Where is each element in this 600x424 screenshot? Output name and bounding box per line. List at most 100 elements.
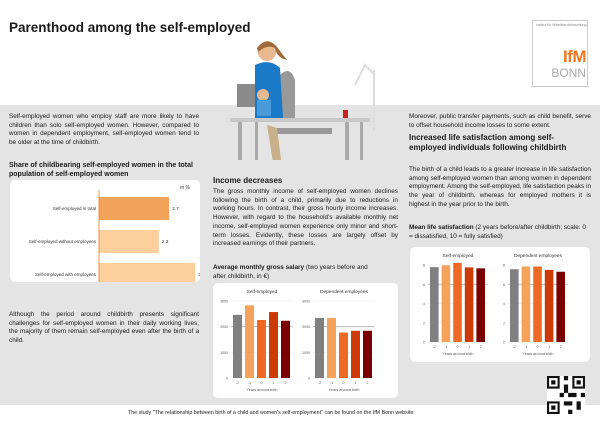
bar	[521, 266, 531, 342]
satisfaction-chart-heading: Mean life satisfaction (2 years before/a…	[409, 224, 591, 241]
y-tick-label: 6	[423, 283, 425, 287]
x-tick-label: -1	[524, 345, 527, 349]
y-tick-label: 6	[503, 283, 505, 287]
x-tick-label: 2	[560, 345, 562, 349]
panel-title: Self-employed	[247, 289, 278, 295]
x-tick-label: -2	[513, 345, 516, 349]
left-intro-text: Self-employed women who employ staff are…	[9, 113, 199, 147]
x-tick-label: 1	[273, 381, 275, 385]
y-tick-label: 2000	[302, 325, 310, 329]
bar	[363, 330, 372, 378]
salary-chart-heading: Average monthly gross salary (two years …	[213, 264, 373, 281]
y-tick-label: 4	[503, 302, 505, 306]
y-tick-label: 2	[503, 321, 505, 325]
y-tick-label: 3000	[302, 300, 310, 304]
bar	[351, 330, 360, 378]
unit-label: in %	[180, 185, 190, 191]
logo-city: BONN	[551, 66, 586, 80]
x-tick-label: -1	[330, 381, 333, 385]
y-tick-label: 1000	[302, 351, 310, 355]
bar	[245, 305, 254, 378]
value-label: 2.3	[162, 239, 169, 245]
x-tick-label: -1	[248, 381, 251, 385]
category-label: Self-employed without employees	[29, 239, 97, 244]
bar	[269, 312, 278, 378]
x-tick-label: 1	[468, 345, 470, 349]
satisfaction-heading-rest: (2 years before/after childbirth; scale:…	[409, 224, 586, 240]
left-chart-heading: Share of childbearing self-employed wome…	[9, 162, 193, 178]
bar	[99, 230, 159, 253]
income-text: The gross monthly income of self-employe…	[213, 188, 398, 248]
bar	[464, 267, 474, 342]
y-tick-label: 0	[503, 341, 505, 345]
x-tick-label: 1	[548, 345, 550, 349]
page-title: Parenthood among the self-employed	[9, 20, 251, 35]
footer-text: The study "The relationship between birt…	[128, 410, 415, 416]
value-label: 3.7	[198, 272, 200, 278]
bar	[339, 332, 348, 378]
left-outro-text: Although the period around childbirth pr…	[9, 311, 199, 345]
x-tick-label: 2	[285, 381, 287, 385]
x-tick-label: 1	[355, 381, 357, 385]
x-tick-label: -2	[236, 381, 239, 385]
y-tick-label: 2000	[220, 325, 228, 329]
logo-main: IfM	[562, 47, 587, 66]
ifm-logo[interactable]: Institut für Mittelstandsforschung IfM B…	[532, 20, 588, 87]
satisfaction-heading-bold: Mean life satisfaction	[409, 224, 474, 231]
x-axis-label: Years around birth	[443, 352, 474, 356]
y-tick-label: 0	[226, 377, 228, 381]
bar	[315, 317, 324, 378]
bar	[233, 314, 242, 378]
salary-bar-chart: Self-employed 0 1000 2000 3000 -2 -1 0 1 2 Years a…	[220, 289, 375, 392]
x-axis-label: Years around birth	[247, 388, 278, 392]
x-tick-label: 0	[537, 345, 539, 349]
bar	[327, 317, 336, 378]
bar	[441, 265, 451, 342]
share-chart-card: in % Self-employed in total 2.7 Self-employ…	[10, 180, 205, 298]
y-tick-label: 1000	[220, 351, 228, 355]
satisfaction-bar-chart: Self-employed 0 2 4 6 8 -2 -1 0 1 2 Years around bi…	[423, 253, 568, 356]
share-bar-chart: in % Self-employed in total 2.7 Self-employ…	[29, 185, 205, 298]
y-tick-label: 0	[308, 377, 310, 381]
value-label: 2.7	[172, 206, 179, 212]
panel-title: Dependent employees	[320, 289, 369, 295]
x-tick-label: -2	[433, 345, 436, 349]
logo-subtitle: Institut für Mittelstandsforschung	[536, 23, 587, 27]
salary-heading-bold: Average monthly gross salary	[213, 264, 305, 271]
bar	[510, 269, 519, 342]
y-tick-label: 0	[423, 341, 425, 345]
x-axis-label: Years around birth	[523, 352, 554, 356]
bar	[257, 319, 266, 378]
x-tick-label: -1	[444, 345, 447, 349]
bar	[453, 262, 462, 342]
mother-with-baby-illustration	[230, 41, 376, 160]
right-intro-text: Moreover, public transfer payments, such…	[409, 113, 591, 129]
x-tick-label: 2	[480, 345, 482, 349]
y-tick-label: 2	[423, 321, 425, 325]
y-tick-label: 4	[423, 302, 425, 306]
x-tick-label: 0	[261, 381, 263, 385]
salary-chart-card: Self-employed 0 1000 2000 3000 -2 -1 0 1 2 Years a…	[213, 283, 398, 398]
x-tick-label: 2	[367, 381, 369, 385]
life-satisfaction-text: The birth of a child leads to a greater …	[409, 166, 591, 208]
x-tick-label: 0	[343, 381, 345, 385]
qr-code[interactable]	[547, 376, 585, 414]
x-tick-label: -2	[318, 381, 321, 385]
panel-title: Self-employed	[443, 253, 474, 259]
category-label: Self-employed in total	[53, 206, 96, 211]
y-tick-label: 3000	[220, 300, 228, 304]
bar	[430, 267, 439, 342]
satisfaction-chart-card: Self-employed 0 2 4 6 8 -2 -1 0 1 2 Years around bi…	[410, 247, 590, 362]
salary-heading-rest: (two years before and after childbirth, …	[213, 264, 368, 280]
life-satisfaction-heading: Increased life satisfaction among self-e…	[409, 133, 567, 152]
bar	[281, 320, 290, 378]
bar	[556, 271, 565, 342]
bar	[99, 263, 196, 286]
y-tick-label: 8	[503, 264, 505, 268]
bar	[476, 268, 485, 342]
x-tick-label: 0	[457, 345, 459, 349]
bar	[544, 269, 554, 342]
income-heading: Income decreases	[213, 176, 283, 185]
bar	[99, 197, 170, 220]
bar	[533, 266, 542, 342]
